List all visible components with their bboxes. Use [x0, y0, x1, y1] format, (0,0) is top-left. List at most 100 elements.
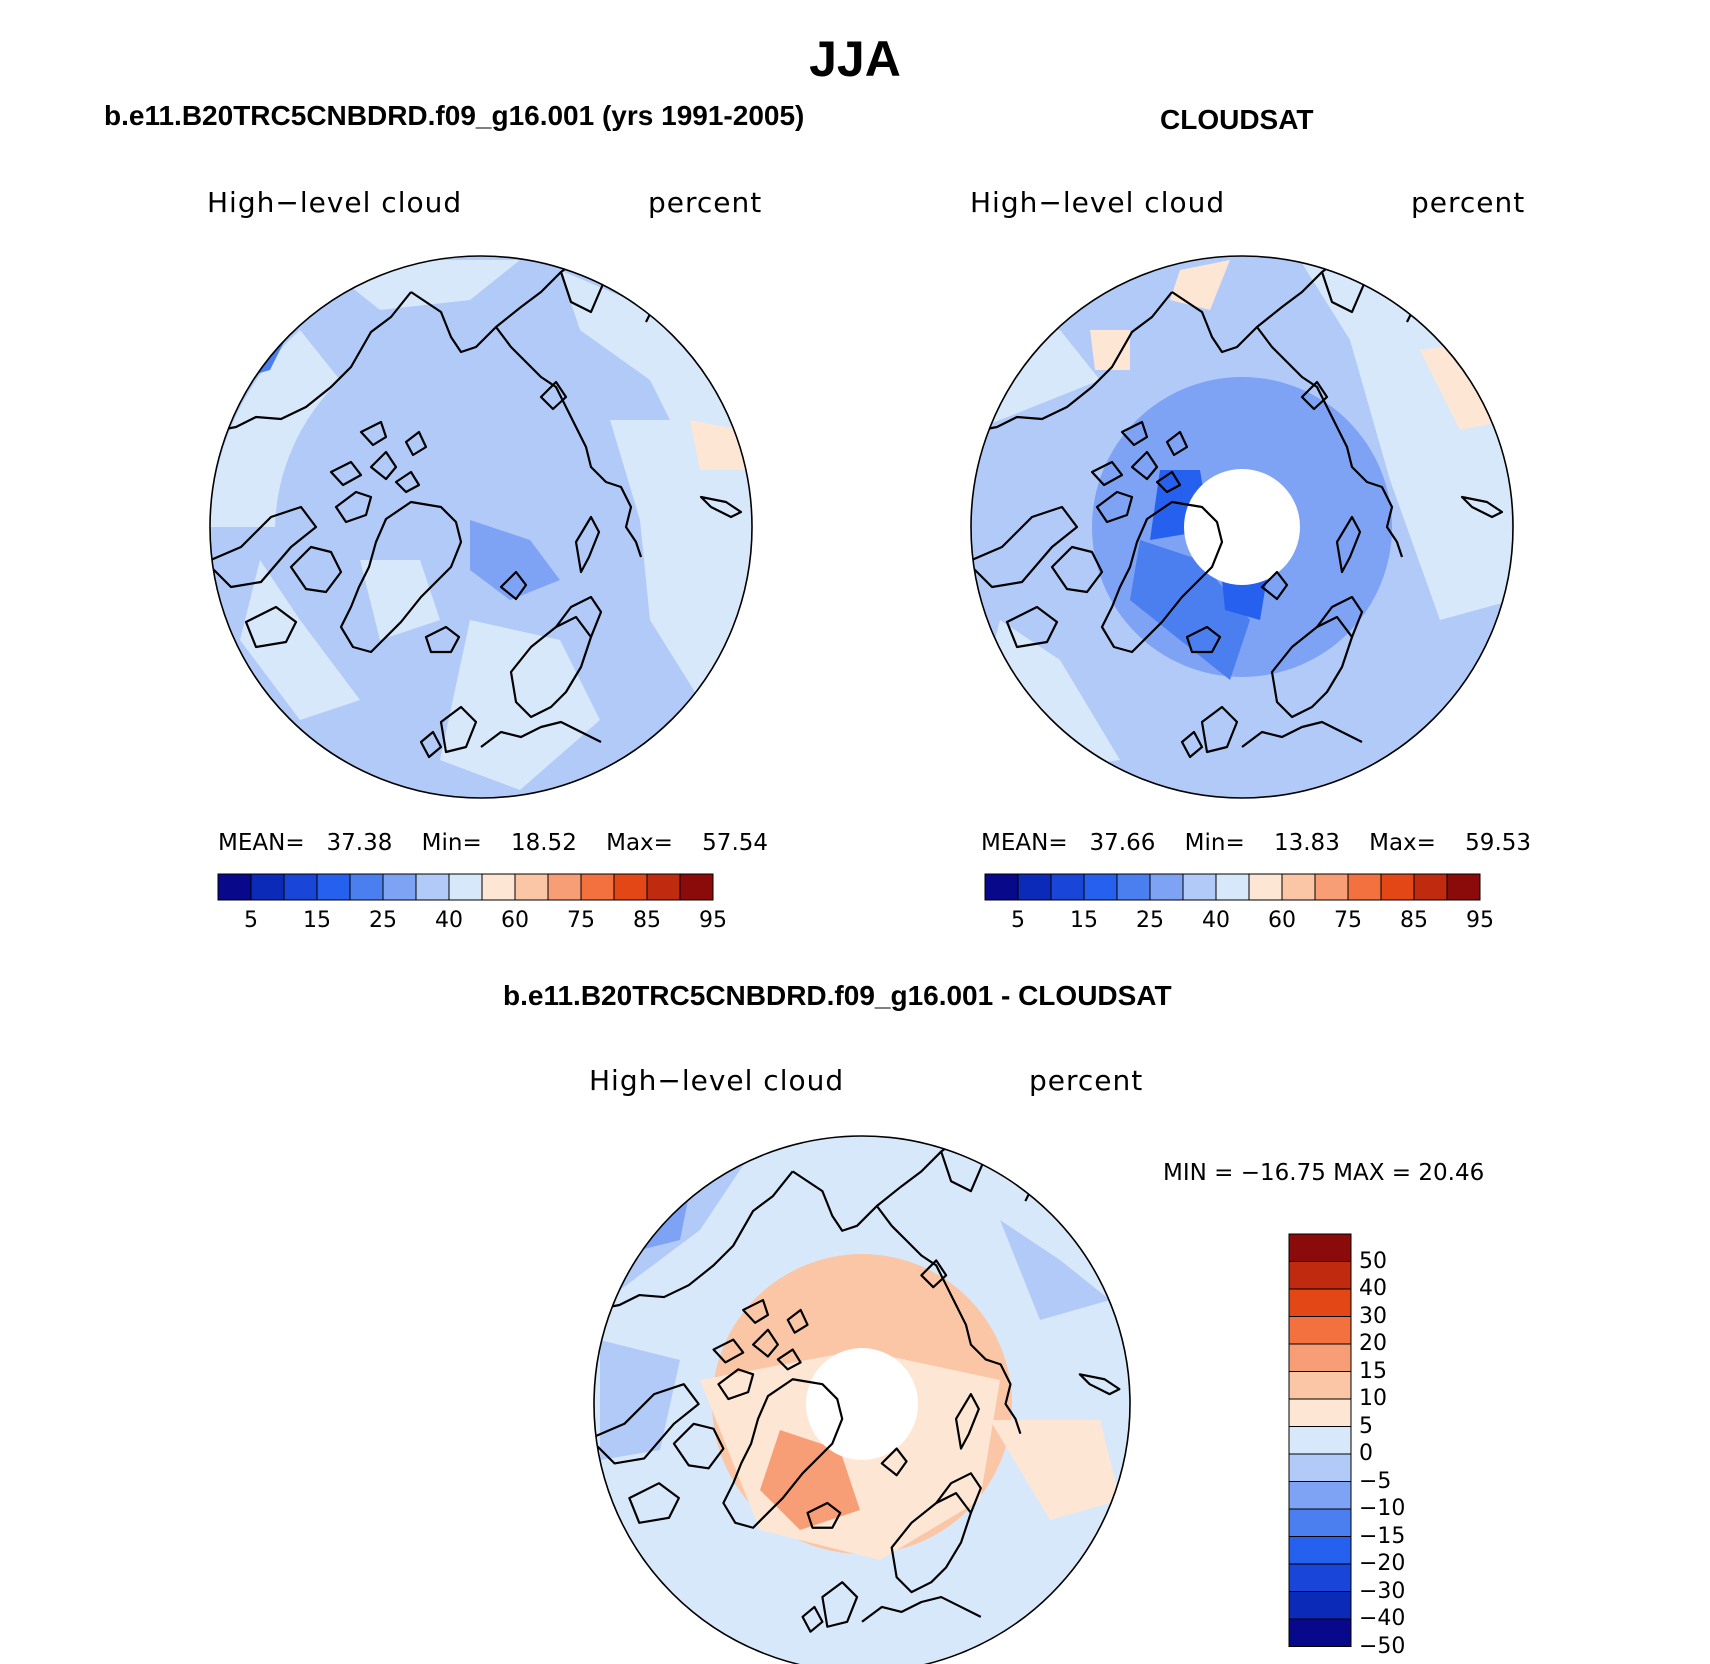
diff-colorbar-tick-label: 0: [1359, 1441, 1373, 1466]
model-colorbar-box: [415, 873, 450, 901]
diff-colorbar-tick-label: −40: [1359, 1606, 1406, 1631]
obs-colorbar-box: [1083, 873, 1118, 901]
diff-colorbar-tick-label: 10: [1359, 1386, 1387, 1411]
obs-colorbar-tick-label: 15: [1070, 908, 1098, 933]
obs-colorbar-tick-label: 5: [1011, 908, 1025, 933]
diff-colorbar-box: [1288, 1563, 1352, 1592]
model-colorbar-tick-label: 15: [303, 908, 331, 933]
diff-colorbar-box: [1288, 1536, 1352, 1565]
obs-colorbar-tick-label: 40: [1202, 908, 1230, 933]
model-colorbar-box: [316, 873, 351, 901]
obs-stats: MEAN= 37.66 Min= 13.83 Max= 59.53: [981, 830, 1531, 856]
obs-units-label: percent: [1411, 186, 1526, 219]
model-stats: MEAN= 37.38 Min= 18.52 Max= 57.54: [218, 830, 768, 856]
model-colorbar-box: [283, 873, 318, 901]
obs-colorbar-box: [1215, 873, 1250, 901]
model-map-border: [209, 255, 753, 799]
obs-min-label: Min=: [1184, 830, 1245, 856]
model-colorbar-box: [382, 873, 417, 901]
model-colorbar-box: [217, 873, 252, 901]
model-mean-label: MEAN=: [218, 830, 305, 856]
obs-colorbar-box: [1347, 873, 1382, 901]
model-max-label: Max=: [606, 830, 673, 856]
diff-colorbar-tick-label: −50: [1359, 1633, 1406, 1659]
diff-stats: MIN = −16.75 MAX = 20.46: [1163, 1160, 1485, 1186]
diff-colorbar-box: [1288, 1288, 1352, 1317]
model-colorbar-box: [679, 873, 714, 901]
diff-colorbar-tick-label: 20: [1359, 1331, 1387, 1356]
model-colorbar-tick-label: 60: [501, 908, 529, 933]
obs-colorbar-tick-label: 85: [1400, 908, 1428, 933]
model-colorbar-tick-label: 5: [244, 908, 258, 933]
diff-colorbar-box: [1288, 1618, 1352, 1647]
obs-colorbar-tick-label: 95: [1466, 908, 1494, 933]
obs-colorbar-box: [1380, 873, 1415, 901]
obs-max-value: 59.53: [1465, 830, 1532, 856]
model-colorbar-box: [646, 873, 681, 901]
model-colorbar-box: [580, 873, 615, 901]
diff-units-label: percent: [1029, 1064, 1144, 1097]
diff-colorbar-box: [1288, 1371, 1352, 1400]
diff-colorbar-tick-label: 15: [1359, 1358, 1387, 1384]
obs-colorbar-box: [1413, 873, 1448, 901]
diff-colorbar-tick-label: 5: [1359, 1413, 1373, 1439]
diff-colorbar-tick-label: 30: [1359, 1303, 1387, 1329]
model-colorbar-box: [613, 873, 648, 901]
model-colorbar-tick-label: 95: [699, 908, 727, 933]
obs-colorbar-box: [1281, 873, 1316, 901]
diff-colorbar-tick-label: −5: [1359, 1468, 1392, 1494]
model-colorbar-box: [547, 873, 582, 901]
model-colorbar-tick-label: 40: [435, 908, 463, 933]
obs-colorbar-box: [1314, 873, 1349, 901]
diff-colorbar-box: [1288, 1343, 1352, 1372]
model-units-label: percent: [648, 186, 763, 219]
diff-map-border: [593, 1135, 1131, 1664]
diff-colorbar-box: [1288, 1398, 1352, 1427]
diff-colorbar-box: [1288, 1508, 1352, 1537]
model-variable-label: High−level cloud: [207, 186, 463, 219]
obs-colorbar-box: [1149, 873, 1184, 901]
obs-min-value: 13.83: [1273, 830, 1340, 856]
diff-colorbar-tick-label: −30: [1359, 1578, 1406, 1604]
diff-variable-label: High−level cloud: [589, 1064, 845, 1097]
diff-colorbar-box: [1288, 1426, 1352, 1455]
model-colorbar-box: [349, 873, 384, 901]
obs-colorbar-box: [1182, 873, 1217, 901]
model-colorbar-box: [481, 873, 516, 901]
diff-colorbar-box: [1288, 1591, 1352, 1620]
obs-colorbar-box: [1050, 873, 1085, 901]
obs-colorbar-box: [984, 873, 1019, 901]
model-colorbar-box: [448, 873, 483, 901]
obs-colorbar-box: [1446, 873, 1481, 901]
obs-colorbar-box: [1248, 873, 1283, 901]
diff-colorbar-box: [1288, 1481, 1352, 1510]
obs-mean-value: 37.66: [1089, 830, 1156, 856]
obs-colorbar-tick-label: 75: [1334, 908, 1362, 933]
model-min-label: Min=: [421, 830, 482, 856]
obs-colorbar-box: [1116, 873, 1151, 901]
diff-colorbar-tick-label: −10: [1359, 1496, 1406, 1521]
obs-variable-label: High−level cloud: [970, 186, 1226, 219]
model-panel-title: b.e11.B20TRC5CNBDRD.f09_g16.001 (yrs 199…: [104, 100, 805, 131]
model-min-value: 18.52: [510, 830, 577, 856]
obs-colorbar: [984, 873, 1481, 901]
diff-colorbar-box: [1288, 1453, 1352, 1482]
obs-panel-title: CLOUDSAT: [1160, 104, 1314, 135]
model-max-value: 57.54: [702, 830, 769, 856]
model-colorbar-box: [514, 873, 549, 901]
diff-colorbar-tick-label: −20: [1359, 1551, 1406, 1576]
model-mean-value: 37.38: [326, 830, 393, 856]
diff-colorbar-box: [1288, 1261, 1352, 1290]
diff-colorbar-box: [1288, 1316, 1352, 1345]
obs-mean-label: MEAN=: [981, 830, 1068, 856]
model-colorbar: [217, 873, 714, 901]
model-colorbar-tick-label: 75: [567, 908, 595, 933]
diff-panel-title: b.e11.B20TRC5CNBDRD.f09_g16.001 - CLOUDS…: [503, 980, 1172, 1011]
obs-colorbar-tick-label: 25: [1136, 908, 1164, 933]
diff-colorbar-tick-label: −15: [1359, 1523, 1406, 1549]
obs-map-border: [970, 255, 1514, 799]
obs-colorbar-tick-label: 60: [1268, 908, 1296, 933]
obs-colorbar-box: [1017, 873, 1052, 901]
model-map: [210, 256, 752, 798]
